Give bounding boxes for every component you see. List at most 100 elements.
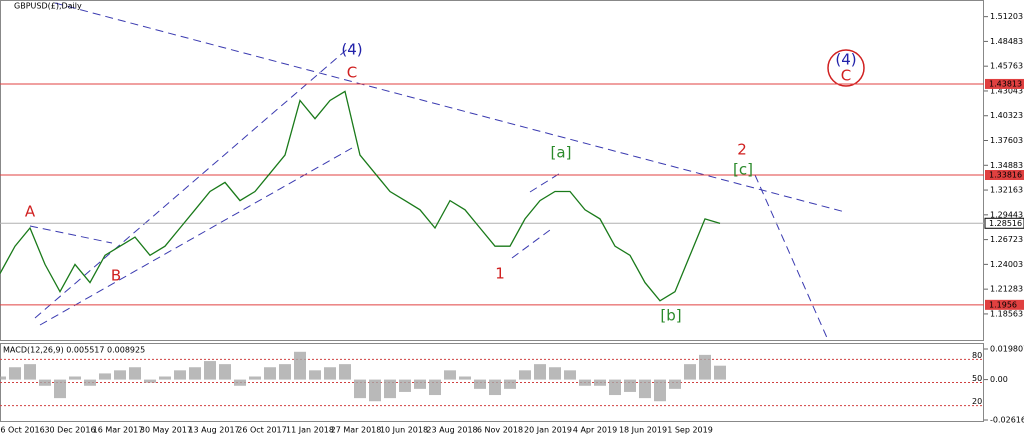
trendline: [511, 229, 551, 259]
macd-bar: [249, 376, 261, 380]
wave-label: (4): [341, 41, 362, 59]
wave-circle: [827, 49, 865, 87]
macd-bar: [639, 379, 651, 399]
wave-label: B: [111, 267, 121, 285]
macd-bar: [474, 379, 486, 389]
macd-bar: [489, 379, 501, 396]
macd-bar: [669, 379, 681, 389]
macd-bar: [684, 364, 696, 380]
level-tag: [985, 170, 1024, 181]
macd-bar: [609, 379, 621, 396]
indicator-label: MACD(12,26,9) 0.005517 0.008925: [3, 346, 145, 355]
macd-bar: [369, 379, 381, 402]
y-tick-label: 1.29443: [990, 210, 1023, 219]
macd-bar: [219, 364, 231, 380]
macd-bar: [594, 379, 606, 386]
macd-tick-label: -0.026169: [990, 416, 1024, 425]
x-tick-label: 16 Mar 2017: [93, 426, 144, 435]
y-tick-label: 1.18563: [990, 309, 1023, 318]
macd-bar: [0, 376, 6, 380]
x-tick-label: 18 Jun 2019: [619, 426, 667, 435]
level-label: 1.43813: [989, 79, 1022, 88]
y-tick-label: 1.21283: [990, 285, 1023, 294]
wave-label: 1: [495, 265, 505, 283]
x-tick-label: 11 Jan 2018: [286, 426, 334, 435]
y-tick-label: 1.24003: [990, 260, 1023, 269]
macd-bar: [99, 373, 111, 380]
y-tick-label: 1.26723: [990, 235, 1023, 244]
macd-bar: [144, 379, 156, 383]
macd-bar: [69, 376, 81, 380]
macd-bar: [564, 370, 576, 380]
x-tick-label: 6 Nov 2018: [477, 426, 523, 435]
indicator-level-label: 50: [972, 374, 982, 383]
y-tick-label: 1.45763: [990, 62, 1023, 71]
macd-bar: [519, 370, 531, 380]
macd-bar: [549, 367, 561, 380]
macd-bar: [654, 379, 666, 402]
macd-bar: [174, 370, 186, 380]
macd-bar: [354, 379, 366, 399]
level-tag: [984, 217, 1024, 229]
indicator-level-label: 20: [972, 397, 982, 406]
macd-bar: [159, 376, 171, 380]
level-tag: [985, 299, 1024, 310]
macd-bar: [9, 367, 21, 380]
macd-bar: [129, 367, 141, 380]
level-label: 1.1956: [989, 300, 1017, 309]
x-tick-label: 10 Jun 2018: [380, 426, 428, 435]
wave-label: C: [841, 67, 851, 85]
macd-bar: [429, 379, 441, 396]
trendline: [754, 174, 829, 341]
macd-bar: [84, 379, 96, 386]
macd-bar: [189, 367, 201, 380]
macd-bar: [324, 367, 336, 380]
x-tick-label: 23 Aug 2018: [426, 426, 477, 435]
price-line: [0, 90, 721, 302]
macd-bar: [714, 365, 726, 380]
x-tick-label: 16 Oct 2016: [0, 426, 45, 435]
level-label: 1.28516: [989, 219, 1022, 228]
macd-bar: [579, 379, 591, 386]
macd-bar: [504, 379, 516, 389]
macd-bar: [414, 379, 426, 389]
wave-label: A: [25, 203, 36, 221]
macd-bar: [264, 367, 276, 380]
chart-title: GBPUSD(£),Daily: [14, 2, 82, 11]
macd-bar: [444, 370, 456, 380]
macd-bar: [54, 379, 66, 399]
macd-bar: [294, 351, 306, 380]
trendline: [39, 147, 353, 326]
trendlines: [29, 2, 846, 341]
macd-bar: [204, 361, 216, 380]
x-tick-label: 20 Jan 2019: [524, 426, 572, 435]
wave-label: [b]: [660, 307, 681, 325]
trendline: [29, 225, 113, 244]
macd-bar: [399, 379, 411, 392]
x-tick-label: 30 Dec 2016: [44, 426, 95, 435]
macd-bar: [39, 379, 51, 386]
x-tick-label: 4 Apr 2019: [573, 426, 617, 435]
macd-tick-label: 0.00: [990, 375, 1008, 384]
macd-bar: [279, 364, 291, 380]
x-tick-label: 1 Sep 2019: [667, 426, 713, 435]
wave-label: [a]: [551, 144, 572, 162]
y-tick-label: 1.48483: [990, 37, 1023, 46]
level-label: 1.33816: [989, 171, 1022, 180]
wave-label: 2: [737, 141, 747, 159]
macd-bar: [534, 364, 546, 380]
indicator-level-label: 80: [972, 351, 982, 360]
macd-bar: [309, 370, 321, 380]
macd-bar: [699, 354, 711, 380]
macd-bar: [339, 364, 351, 380]
macd-bar: [459, 376, 471, 380]
x-tick-label: 27 Mar 2018: [331, 426, 382, 435]
macd-bar: [384, 379, 396, 399]
wave-label: [c]: [733, 161, 753, 179]
x-tick-label: 30 May 2017: [140, 426, 192, 435]
macd-bar: [114, 370, 126, 380]
x-tick-label: 26 Oct 2017: [237, 426, 286, 435]
macd-bar: [24, 364, 36, 380]
y-tick-label: 1.37603: [990, 136, 1023, 145]
